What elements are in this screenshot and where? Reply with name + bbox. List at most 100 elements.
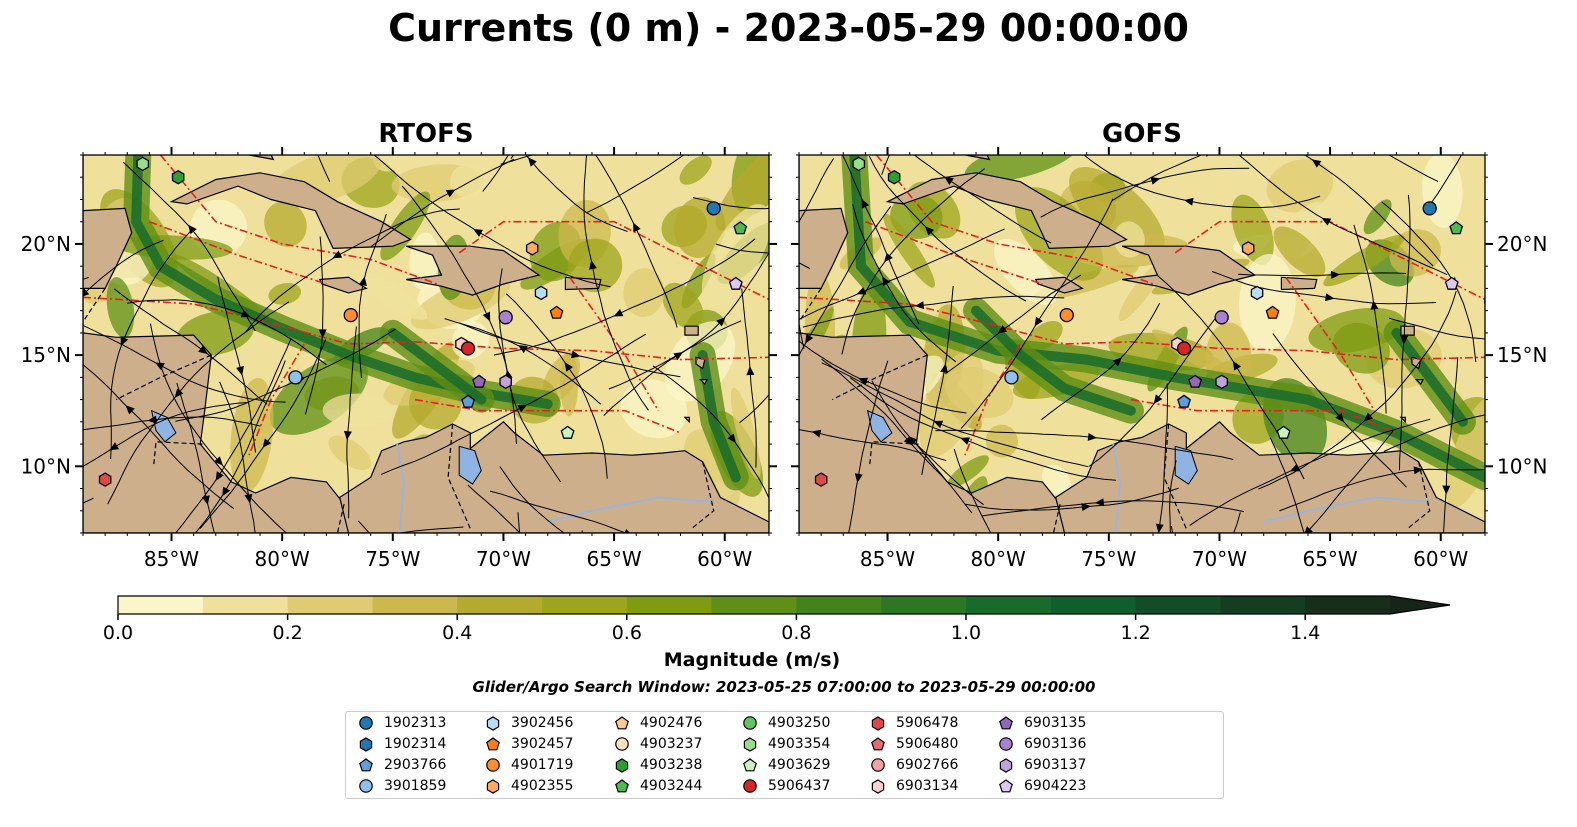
legend-label: 2903766 — [384, 757, 447, 773]
colorbar-segment — [118, 596, 204, 614]
float-marker-6903137 — [1215, 374, 1228, 390]
map-figure: 85°W 80°W 75°W 70°W 65°W 60°W 10°N 15°N 20°N 85°… — [21, 147, 1547, 571]
colorbar-segment — [1305, 596, 1391, 614]
float-marker-5906437 — [460, 341, 476, 356]
circle-marker-icon — [615, 737, 629, 751]
float-marker-4902355 — [1241, 241, 1255, 256]
legend-label: 4903237 — [640, 736, 703, 752]
land-mass — [1399, 416, 1406, 424]
float-marker-1902313 — [1422, 201, 1437, 216]
legend-item: 5906437 — [742, 778, 830, 794]
float-marker-3902456 — [534, 285, 548, 301]
land-mass — [169, 172, 412, 250]
x-tick-label: 65°W — [1302, 547, 1357, 571]
legend-item: 6904223 — [998, 778, 1086, 794]
legend-label: 5906478 — [896, 715, 959, 731]
land-mass — [1414, 379, 1424, 386]
land-mass — [1280, 276, 1318, 291]
y-tick-label: 15°N — [1497, 343, 1547, 367]
colorbar-segment — [1050, 596, 1137, 614]
legend-item: 2903766 — [358, 757, 446, 773]
land-mass — [684, 325, 699, 336]
float-marker-4901719 — [1059, 307, 1074, 323]
y-tick-label: 10°N — [1497, 454, 1547, 478]
land-mass — [698, 379, 708, 386]
colorbar: 0.0 0.2 0.4 0.6 0.8 1.0 1.2 1.4 — [103, 595, 1451, 644]
float-marker-5906478 — [98, 472, 112, 487]
circle-marker-icon — [999, 737, 1013, 751]
lake — [1174, 445, 1198, 485]
legend-item: 4903354 — [742, 736, 830, 752]
land-mass — [683, 416, 690, 424]
float-marker-6904223 — [728, 276, 743, 290]
colorbar-segment — [542, 596, 628, 614]
legend-label: 6904223 — [1024, 778, 1087, 794]
colorbar-tick-label: 1.2 — [1120, 622, 1150, 644]
pentagon-marker-icon — [486, 737, 500, 751]
y-tick-label: 20°N — [21, 232, 71, 256]
legend-item: 4903250 — [742, 715, 830, 731]
float-marker-6903135 — [472, 374, 487, 388]
float-marker-4903238 — [887, 169, 901, 185]
pentagon-marker-icon — [615, 779, 629, 793]
circle-marker-icon — [359, 716, 373, 730]
land-mass — [248, 155, 275, 161]
float-marker-4903354 — [136, 156, 150, 172]
legend-item: 6903136 — [998, 736, 1086, 752]
colorbar-tick-label: 0.0 — [103, 622, 133, 644]
pentagon-marker-icon — [615, 716, 629, 730]
float-marker-3902456 — [1250, 285, 1264, 301]
colorbar-segment — [796, 596, 882, 614]
colorbar-tick-label: 0.4 — [442, 622, 472, 644]
float-marker-4903244 — [1449, 221, 1464, 235]
pentagon-marker-icon — [743, 758, 757, 772]
legend-label: 1902314 — [384, 736, 447, 752]
land-mass — [1121, 245, 1257, 296]
legend-item: 6903135 — [998, 715, 1086, 731]
float-marker-2903766 — [461, 394, 475, 408]
y-tick-label: 20°N — [1497, 232, 1547, 256]
float-marker-1902313 — [706, 201, 721, 216]
legend-label: 4902476 — [640, 715, 703, 731]
legend-label: 4903238 — [640, 757, 703, 773]
x-tick-label: 85°W — [144, 547, 199, 571]
float-marker-6903136 — [498, 310, 513, 325]
x-tick-label: 80°W — [971, 547, 1026, 571]
legend-label: 5906480 — [896, 736, 959, 752]
legend-item: 4902355 — [485, 778, 573, 794]
float-marker-2903766 — [1177, 394, 1191, 408]
hexagon-marker-icon — [871, 779, 885, 794]
colorbar-extend-arrow — [1390, 596, 1450, 614]
colorbar-tick-label: 0.8 — [781, 622, 811, 644]
legend-label: 4901719 — [511, 757, 574, 773]
legend-label: 4903250 — [768, 715, 831, 731]
x-tick-label: 70°W — [1192, 547, 1247, 571]
legend-label: 6903134 — [896, 778, 959, 794]
legend-item: 4903238 — [614, 757, 702, 773]
hexagon-marker-icon — [743, 737, 757, 752]
float-marker-4903244 — [733, 221, 748, 235]
land-mass — [799, 207, 849, 289]
x-tick-label: 60°W — [1413, 547, 1468, 571]
panel-title-rtofs: RTOFS — [378, 119, 474, 149]
legend-label: 5906437 — [768, 778, 831, 794]
legend-label: 4902355 — [511, 778, 574, 794]
legend-label: 1902313 — [384, 715, 447, 731]
map-frame — [798, 154, 1486, 534]
circle-marker-icon — [871, 758, 885, 772]
hexagon-marker-icon — [486, 716, 500, 731]
land-mass — [964, 155, 991, 161]
pentagon-marker-icon — [871, 737, 885, 751]
lake — [866, 409, 893, 443]
x-tick-label: 60°W — [697, 547, 752, 571]
panel-title-gofs: GOFS — [1102, 119, 1182, 149]
legend-item: 4903237 — [614, 736, 702, 752]
circle-marker-icon — [743, 779, 757, 793]
x-tick-label: 65°W — [586, 547, 641, 571]
land-mass — [564, 276, 602, 291]
legend-label: 6903137 — [1024, 757, 1087, 773]
float-marker-4903629 — [560, 425, 575, 439]
legend-label: 3902457 — [511, 736, 574, 752]
circle-marker-icon — [486, 758, 500, 772]
float-marker-6903137 — [499, 374, 512, 390]
